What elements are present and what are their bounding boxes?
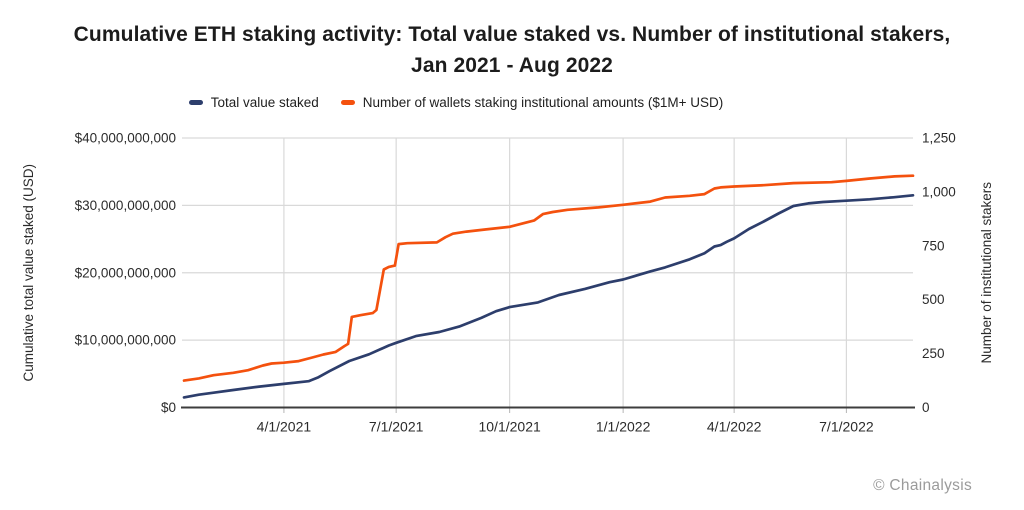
left-axis-title: Cumulative total value staked (USD) [21, 164, 36, 382]
right-axis-tick-label: 250 [922, 346, 945, 361]
chainalysis-watermark: © Chainalysis [873, 477, 972, 494]
chart-title-line2: Jan 2021 - Aug 2022 [411, 54, 613, 77]
x-axis-tick-label: 7/1/2021 [369, 419, 424, 435]
x-axis-tick-label: 4/1/2022 [707, 419, 762, 435]
right-axis-tick-label: 500 [922, 292, 945, 307]
left-axis-tick-label: $0 [161, 400, 176, 415]
x-axis-tick-label: 4/1/2021 [257, 419, 312, 435]
x-axis-tick-label: 10/1/2021 [478, 419, 540, 435]
right-axis-tick-label: 0 [922, 400, 930, 415]
x-axis-tick-label: 7/1/2022 [819, 419, 874, 435]
right-axis-tick-label: 1,250 [922, 131, 956, 146]
chart-legend: Total value staked Number of wallets sta… [0, 95, 912, 110]
legend-swatch-institutional-wallets [340, 100, 355, 105]
x-axis-tick-label: 1/1/2022 [596, 419, 651, 435]
chart-title: Cumulative ETH staking activity: Total v… [0, 19, 1024, 81]
left-axis-tick-label: $40,000,000,000 [75, 131, 176, 146]
right-axis-tick-label: 1,000 [922, 184, 956, 199]
left-axis-tick-label: $30,000,000,000 [75, 198, 176, 213]
right-axis-title: Number of institutional stakers [979, 182, 994, 364]
legend-swatch-total-value-staked [188, 100, 203, 105]
left-axis-tick-label: $10,000,000,000 [75, 333, 176, 348]
legend-item-institutional-wallets: Number of wallets staking institutional … [340, 95, 724, 110]
right-axis-tick-label: 750 [922, 238, 945, 253]
left-axis-tick-label: $20,000,000,000 [75, 265, 176, 280]
legend-label-institutional-wallets: Number of wallets staking institutional … [362, 95, 724, 110]
legend-label-total-value-staked: Total value staked [210, 95, 319, 110]
legend-item-total-value-staked: Total value staked [188, 95, 319, 110]
chart-title-line1: Cumulative ETH staking activity: Total v… [73, 23, 951, 46]
series-line-left [182, 193, 915, 399]
series-line-right [182, 174, 915, 382]
